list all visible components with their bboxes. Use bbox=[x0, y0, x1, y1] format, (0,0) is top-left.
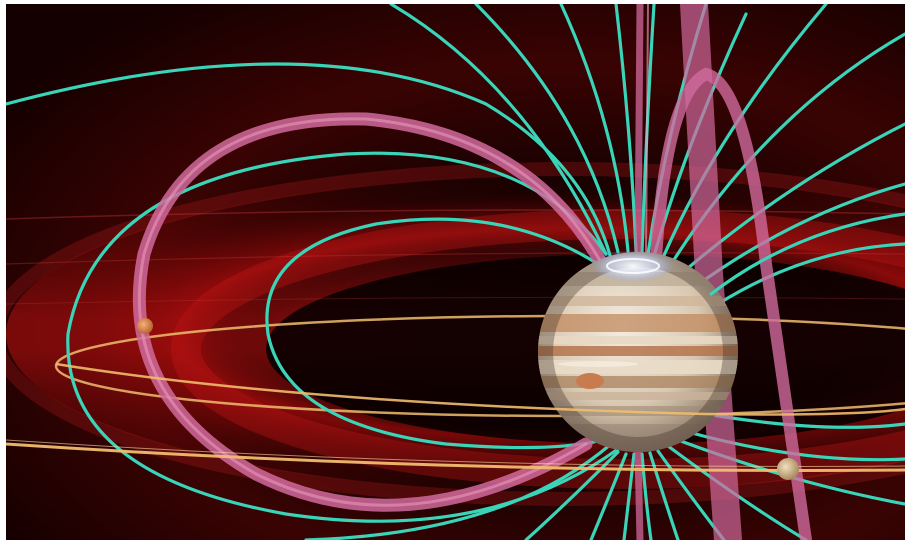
jupiter-planet bbox=[538, 250, 738, 452]
magnetosphere-illustration bbox=[6, 4, 905, 540]
flux-tube-vertical bbox=[680, 4, 742, 540]
orbit-outer bbox=[6, 442, 905, 472]
great-red-spot bbox=[576, 373, 604, 389]
flux-tubes bbox=[132, 4, 812, 540]
magnetosphere-scene bbox=[6, 4, 905, 540]
moon-right bbox=[777, 458, 799, 480]
moon-left bbox=[137, 318, 153, 334]
aurora bbox=[591, 250, 675, 282]
